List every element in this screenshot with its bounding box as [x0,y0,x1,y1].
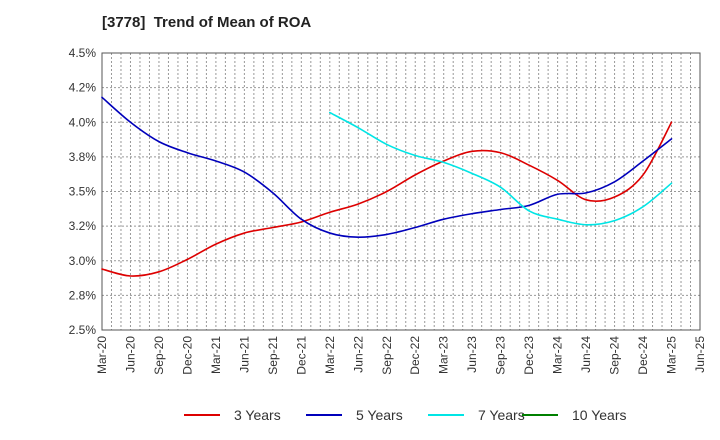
legend-label: 10 Years [572,407,627,423]
y-tick-label: 4.5% [69,46,97,60]
y-tick-label: 4.0% [69,115,97,129]
x-axis-ticks: Mar-20 Jun-20 Sep-20 Dec-20 Mar-21 Jun-21 Sep-… [95,336,707,375]
x-tick-label: Mar-24 [551,336,565,374]
x-tick-label: Dec-22 [408,336,422,375]
x-tick-label: Jun-23 [465,336,479,373]
y-tick-label: 2.8% [69,288,97,302]
x-tick-label: Jun-20 [123,336,137,373]
chart-title: [3778] Trend of Mean of ROA [102,14,312,31]
series-line-3-years [101,121,673,277]
legend-label: 3 Years [234,407,281,423]
y-axis-ticks: 2.5% 2.8% 3.0% 3.2% 3.5% 3.8% 4.0% 4.2% 4.5% [69,46,97,337]
x-tick-label: Mar-20 [95,336,109,374]
x-tick-label: Jun-24 [579,336,593,373]
x-tick-label: Mar-22 [323,336,337,374]
legend: 3 Years 5 Years 7 Years 10 Years [0,404,720,426]
legend-swatch [428,414,464,416]
y-tick-label: 3.8% [69,150,97,164]
x-tick-label: Sep-22 [380,336,394,375]
x-tick-label: Sep-23 [494,336,508,375]
legend-item-7-years: 7 Years [428,404,525,426]
x-tick-label: Dec-24 [636,336,650,375]
y-tick-label: 3.0% [69,254,97,268]
series-line-7-years [329,111,673,226]
legend-item-3-years: 3 Years [184,404,281,426]
x-tick-label: Mar-21 [209,336,223,374]
x-tick-label: Mar-25 [665,336,679,374]
plot-area [102,53,700,330]
x-tick-label: Dec-20 [180,336,194,375]
y-tick-label: 3.2% [69,219,97,233]
x-tick-label: Dec-23 [522,336,536,375]
x-tick-label: Jun-21 [237,336,251,373]
legend-swatch [306,414,342,416]
legend-item-5-years: 5 Years [306,404,403,426]
plot-border [101,52,701,331]
x-tick-label: Mar-23 [437,336,451,374]
y-tick-label: 2.5% [69,323,97,337]
legend-label: 5 Years [356,407,403,423]
series-line-5-years [101,96,673,239]
legend-item-10-years: 10 Years [522,404,627,426]
x-tick-label: Jun-22 [351,336,365,373]
legend-label: 7 Years [478,407,525,423]
x-tick-label: Dec-21 [294,336,308,375]
y-tick-label: 4.2% [69,81,97,95]
legend-swatch [522,414,558,416]
x-tick-label: Jun-25 [693,336,707,373]
x-tick-label: Sep-24 [608,336,622,375]
series-layer [101,96,673,277]
legend-swatch [184,414,220,416]
y-tick-label: 3.5% [69,185,97,199]
x-tick-label: Sep-21 [266,336,280,375]
x-tick-label: Sep-20 [152,336,166,375]
